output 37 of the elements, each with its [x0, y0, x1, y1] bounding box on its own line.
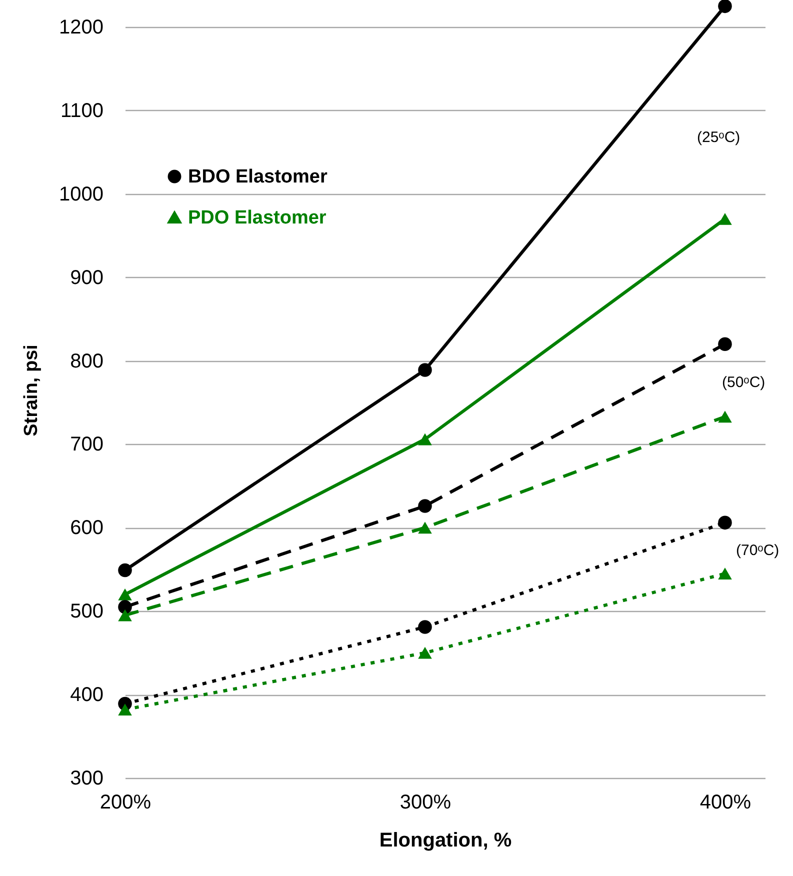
annotation: (50ᵒC): [722, 374, 766, 391]
point: [118, 588, 132, 600]
point: [118, 600, 132, 614]
x-tick-label: 400%: [700, 792, 752, 814]
point: [418, 363, 432, 377]
point: [118, 609, 132, 622]
point: [118, 704, 132, 716]
point: [718, 516, 732, 530]
point: [418, 433, 432, 446]
point: [418, 499, 432, 513]
legend-label: BDO Elastomer: [188, 166, 328, 188]
legend-label: PDO Elastomer: [188, 208, 327, 228]
x-tick-label: 300%: [400, 792, 452, 814]
y-tick-label: 500: [70, 600, 104, 623]
y-tick-label: 900: [70, 266, 104, 289]
annotation: (70ᵒC): [736, 542, 780, 559]
point: [418, 522, 432, 534]
point: [418, 620, 432, 634]
point: [718, 568, 732, 580]
y-axis-title: Strain, psi: [21, 344, 42, 436]
x-tick-label: 200%: [100, 792, 152, 814]
point: [718, 337, 732, 351]
y-tick-label: 1200: [59, 16, 104, 39]
point: [118, 563, 132, 578]
point: [418, 646, 432, 659]
x-axis-title: Elongation, %: [379, 830, 512, 852]
y-tick-label: 300: [70, 768, 104, 790]
y-tick-label: 1100: [60, 100, 104, 122]
y-tick-label: 800: [70, 350, 104, 372]
y-tick-label: 400: [70, 684, 104, 706]
y-tick-label: 700: [70, 434, 104, 456]
annotation: (25ᵒC): [697, 129, 740, 146]
y-tick-label: 600: [70, 517, 104, 540]
y-tick-label: 1000: [59, 183, 104, 206]
point: [718, 0, 732, 14]
point: [718, 410, 732, 423]
point: [718, 212, 732, 225]
